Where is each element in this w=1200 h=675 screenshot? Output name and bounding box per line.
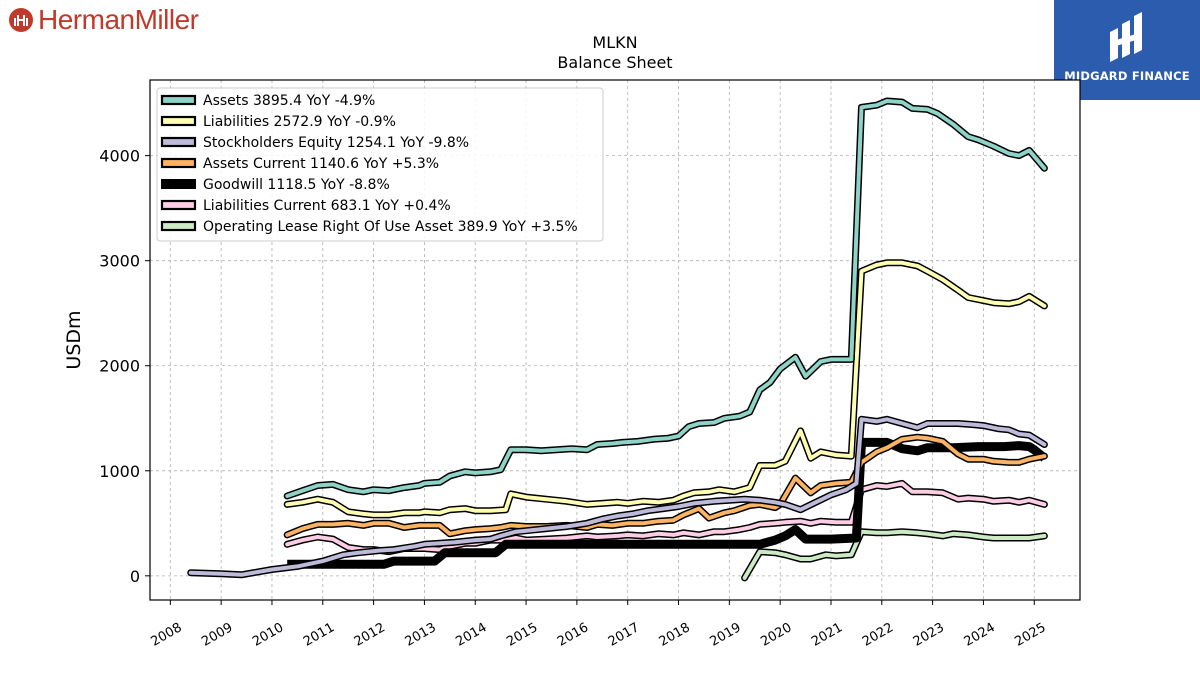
x-tick-label: 2021 (809, 620, 845, 650)
legend-label: Assets 3895.4 YoY -4.9% (203, 93, 375, 109)
brand-name: HermanMiller (38, 4, 199, 35)
x-tick-label: 2009 (199, 620, 235, 650)
x-axis-ticks: 2008 2009 2010 2011 2012 2013 2014 2015 2016 2017… (148, 600, 1049, 650)
series-line (188, 417, 1047, 577)
legend: Assets 3895.4 YoY -4.9% Liabilities 2572.… (156, 87, 604, 242)
series-line (285, 99, 1047, 498)
herman-miller-logo: HermanMiller (8, 4, 199, 36)
x-tick-label: 2024 (962, 620, 998, 650)
x-tick-label: 2022 (860, 620, 896, 650)
x-tick-label: 2012 (352, 620, 388, 650)
plot-frame (149, 79, 1081, 601)
x-tick-label: 2013 (403, 620, 439, 650)
legend-swatch (161, 179, 196, 189)
series-line (285, 260, 1047, 517)
x-tick-label: 2017 (606, 620, 642, 650)
midgard-finance-logo: MIDGARD FINANCE (1054, 0, 1200, 100)
y-tick-label: 0 (130, 567, 140, 586)
x-tick-label: 2015 (504, 620, 540, 650)
x-tick-label: 2016 (555, 620, 591, 650)
legend-swatch (160, 220, 197, 232)
midgard-emblem-icon (1110, 12, 1142, 62)
series-line (285, 435, 1047, 537)
legend-label: Assets Current 1140.6 YoY +5.3% (203, 156, 439, 172)
chart-title: MLKN (592, 33, 637, 52)
legend-box (156, 87, 604, 242)
series-line (742, 529, 1047, 580)
y-tick-label: 3000 (99, 252, 140, 271)
y-axis-ticks: 0 1000 2000 3000 4000 (99, 147, 150, 586)
legend-swatch (160, 157, 197, 169)
legend-label: Stockholders Equity 1254.1 YoY -9.8% (203, 135, 469, 151)
legend-swatch (160, 199, 197, 211)
legend-swatch (160, 136, 197, 148)
x-tick-label: 2014 (453, 620, 489, 650)
x-tick-label: 2020 (758, 620, 794, 650)
legend-label: Liabilities Current 683.1 YoY +0.4% (203, 198, 451, 214)
legend-label: Goodwill 1118.5 YoY -8.8% (203, 177, 390, 193)
x-tick-label: 2025 (1012, 620, 1048, 650)
x-tick-label: 2023 (911, 620, 947, 650)
y-tick-label: 1000 (99, 462, 140, 481)
y-tick-label: 2000 (99, 357, 140, 376)
partner-name: MIDGARD FINANCE (1064, 69, 1190, 83)
x-tick-label: 2018 (657, 620, 693, 650)
chart-subtitle: Balance Sheet (557, 53, 672, 72)
x-tick-label: 2019 (708, 620, 744, 650)
herman-miller-logo-icon (9, 8, 33, 32)
series-line (287, 437, 1048, 569)
legend-swatch (160, 94, 197, 106)
legend-label: Operating Lease Right Of Use Asset 389.9… (203, 219, 578, 235)
x-tick-label: 2008 (148, 620, 184, 650)
x-tick-label: 2010 (250, 620, 286, 650)
y-axis-label: USDm (63, 310, 85, 369)
y-tick-label: 4000 (99, 147, 140, 166)
series-lines (187, 97, 1048, 582)
legend-swatch (160, 115, 197, 127)
legend-label: Liabilities 2572.9 YoY -0.9% (203, 114, 396, 130)
x-tick-label: 2011 (301, 620, 337, 650)
